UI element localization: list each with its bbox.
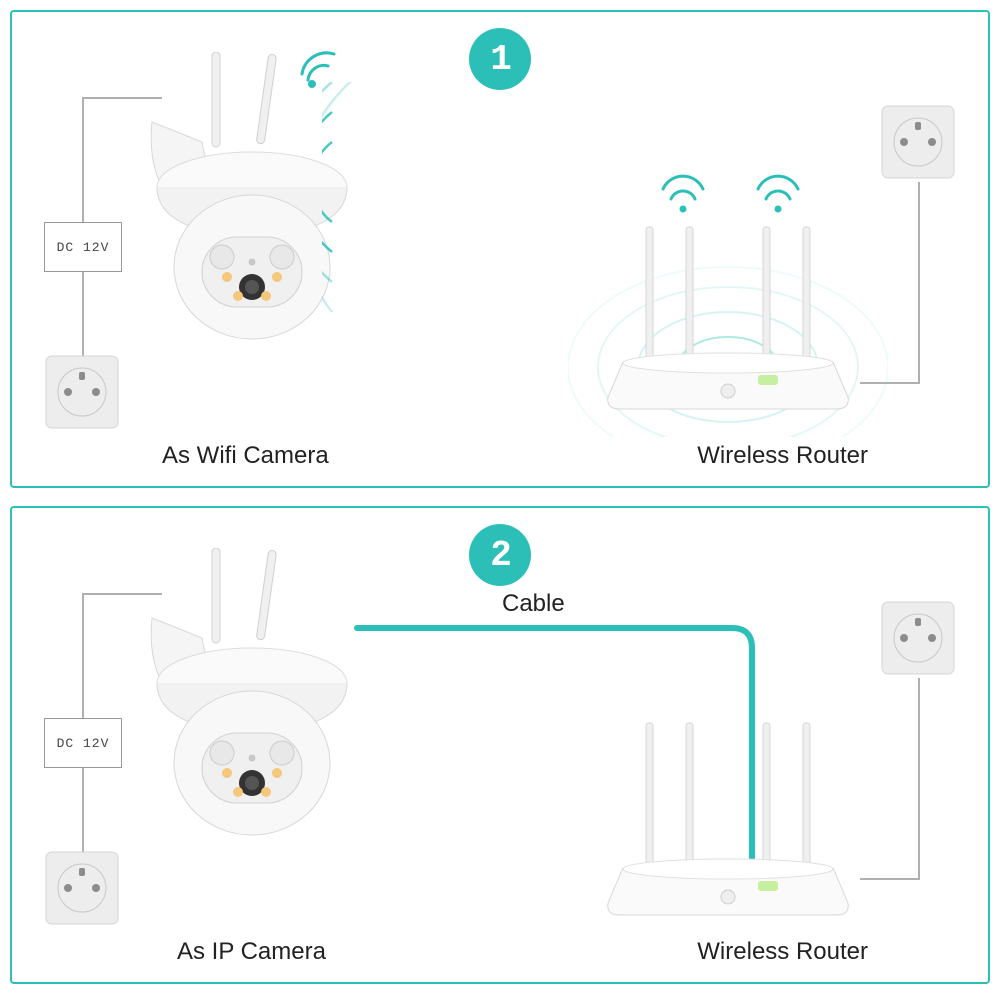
dc-power-label-2: DC 12V	[44, 718, 122, 768]
router-wifi-halo-icon	[568, 157, 888, 437]
caption-router-2: Wireless Router	[697, 938, 868, 966]
panel-ip: 2 DC 12V Cable	[10, 506, 990, 984]
step-badge-2: 2	[469, 524, 531, 586]
wire-router-power-v-1	[918, 182, 920, 382]
router-icon	[568, 663, 888, 933]
dc-power-label-1: DC 12V	[44, 222, 122, 272]
caption-router-1: Wireless Router	[697, 442, 868, 470]
power-outlet-camera-2	[42, 848, 122, 928]
cable-label: Cable	[502, 590, 565, 618]
power-outlet-router-1	[878, 102, 958, 182]
wifi-signal-camera-icon	[322, 82, 582, 362]
step-badge-1: 1	[469, 28, 531, 90]
power-outlet-camera-1	[42, 352, 122, 432]
wire-router-power-v-2	[918, 678, 920, 878]
caption-ip-camera: As IP Camera	[177, 938, 326, 966]
wifi-small-icon	[292, 42, 352, 92]
ip-camera-icon	[142, 548, 402, 848]
power-outlet-router-2	[878, 598, 958, 678]
caption-wifi-camera: As Wifi Camera	[162, 442, 329, 470]
panel-wifi: 1 DC 12V	[10, 10, 990, 488]
